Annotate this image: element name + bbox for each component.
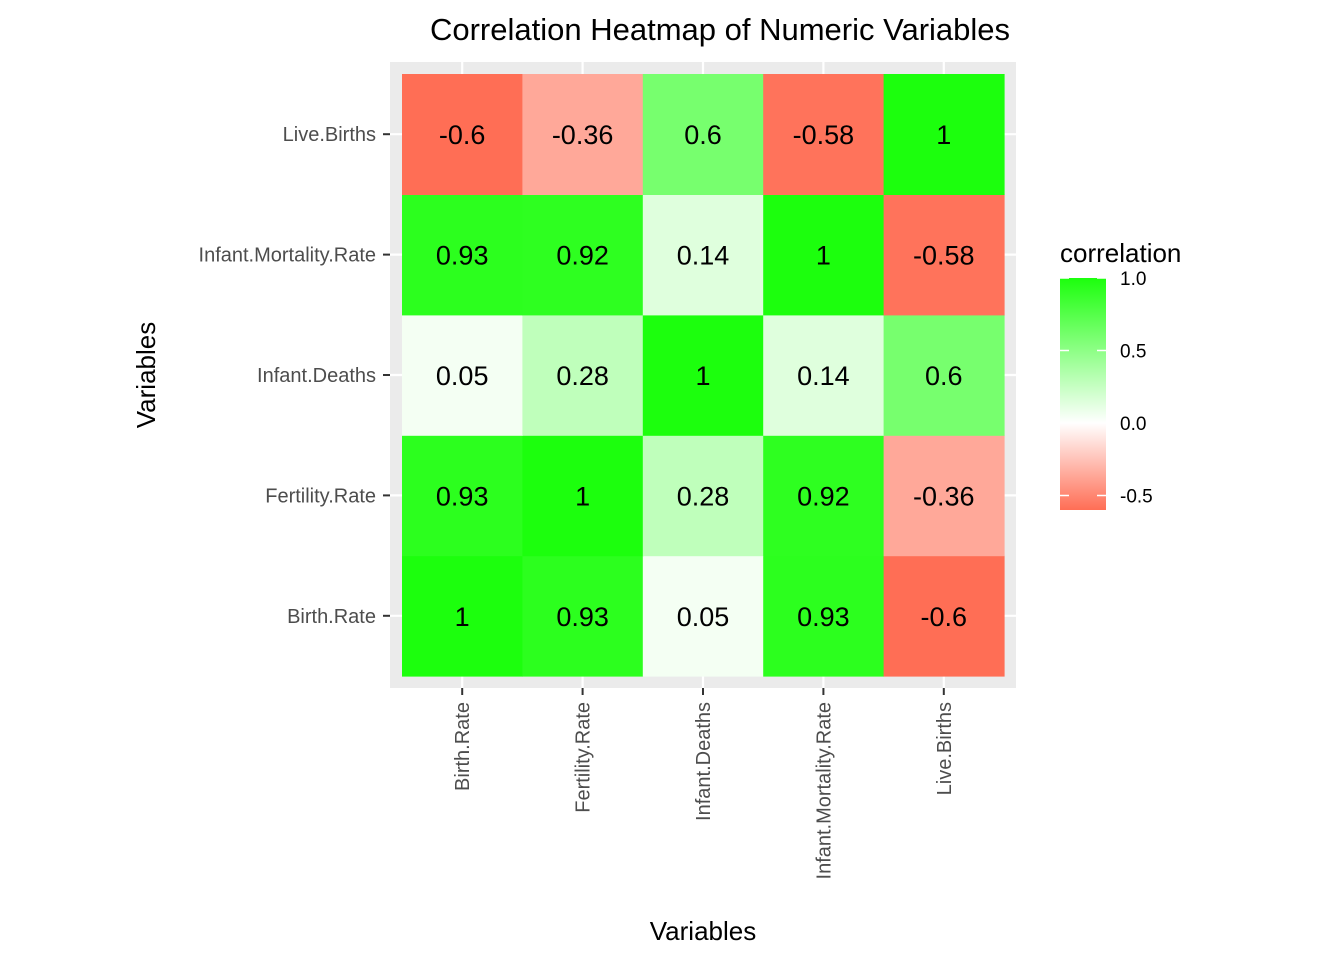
legend-tick-label: -0.5 (1120, 487, 1153, 508)
cell-value-label: -0.36 (552, 120, 614, 150)
legend-tick-label: 0.5 (1120, 342, 1146, 363)
heatmap-cell (402, 74, 523, 195)
cell-value-label: 0.93 (797, 602, 850, 632)
cell-value-label: 0.93 (436, 241, 489, 271)
cell-value-labels: 1 0.93 0.05 0.93 -0.6 0.93 1 0.28 0.92 -0.36 0.05 0… (436, 120, 975, 632)
heatmap-cell (883, 74, 1005, 195)
cell-value-label: 0.28 (556, 361, 609, 391)
heatmap-cell (402, 435, 523, 557)
heatmap-cells (402, 74, 1005, 677)
cell-value-label: 0.28 (677, 481, 730, 511)
cell-value-label: 0.6 (925, 361, 963, 391)
legend-tick-label: 1.0 (1120, 269, 1146, 290)
cell-value-label: 0.05 (436, 361, 489, 391)
x-tick-label: Birth.Rate (452, 702, 474, 791)
cell-value-label: 1 (695, 361, 710, 391)
heatmap-cell (763, 435, 885, 557)
cell-value-label: -0.6 (921, 602, 968, 632)
heatmap-cell (522, 74, 644, 195)
heatmap-cell (522, 555, 644, 677)
legend-colorbar (1060, 278, 1106, 510)
cell-value-label: 1 (936, 120, 951, 150)
cell-value-label: 1 (816, 241, 831, 271)
cell-value-label: -0.58 (913, 241, 975, 271)
heatmap-cell (402, 314, 523, 436)
x-tick-label: Infant.Deaths (693, 702, 715, 821)
legend: correlation 1.0 0.5 0.0 -0.5 (1060, 238, 1181, 510)
cell-value-label: 1 (575, 481, 590, 511)
y-axis-title: Variables (131, 322, 161, 428)
x-tick-label: Live.Births (934, 702, 956, 795)
cell-value-label: 1 (455, 602, 470, 632)
heatmap-cell (642, 74, 764, 195)
chart-title: Correlation Heatmap of Numeric Variables (430, 12, 1010, 47)
heatmap-cell (763, 194, 885, 316)
y-axis-ticks: Birth.Rate Fertility.Rate Infant.Deaths Inf… (199, 124, 390, 628)
heatmap-cell (402, 194, 523, 316)
cell-value-label: -0.6 (439, 120, 486, 150)
heatmap-cell (883, 435, 1005, 557)
y-tick-label: Infant.Deaths (257, 365, 376, 387)
cell-value-label: 0.14 (797, 361, 850, 391)
x-tick-label: Infant.Mortality.Rate (813, 702, 835, 879)
x-tick-label: Fertility.Rate (573, 702, 595, 813)
cell-value-label: 0.92 (556, 241, 609, 271)
cell-value-label: 0.93 (556, 602, 609, 632)
cell-value-label: 0.6 (684, 120, 722, 150)
legend-ticks: 1.0 0.5 0.0 -0.5 (1060, 269, 1153, 508)
legend-tick-label: 0.0 (1120, 414, 1146, 435)
heatmap-cell (642, 194, 764, 316)
cell-value-label: -0.58 (793, 120, 855, 150)
y-tick-label: Infant.Mortality.Rate (199, 245, 376, 267)
heatmap-cell (522, 435, 644, 557)
cell-value-label: 0.93 (436, 481, 489, 511)
heatmap-cell (763, 74, 885, 195)
x-axis-title: Variables (650, 916, 756, 946)
y-tick-label: Live.Births (283, 124, 376, 146)
y-tick-label: Birth.Rate (287, 606, 376, 628)
heatmap-cell (402, 555, 523, 677)
heatmap-cell (763, 314, 885, 436)
x-axis-ticks: Birth.Rate Fertility.Rate Infant.Deaths Inf… (452, 688, 956, 879)
heatmap-cell (522, 314, 644, 436)
heatmap-cell (642, 314, 764, 436)
cell-value-label: 0.14 (677, 241, 730, 271)
heatmap-cell (883, 194, 1005, 316)
heatmap-cell (522, 194, 644, 316)
cell-value-label: -0.36 (913, 481, 975, 511)
cell-value-label: 0.05 (677, 602, 730, 632)
legend-title: correlation (1060, 238, 1181, 268)
heatmap-cell (763, 555, 885, 677)
heatmap-cell (642, 555, 764, 677)
cell-value-label: 0.92 (797, 481, 850, 511)
heatmap-cell (883, 555, 1005, 677)
heatmap-cell (883, 314, 1005, 436)
y-tick-label: Fertility.Rate (265, 485, 376, 507)
heatmap-cell (642, 435, 764, 557)
